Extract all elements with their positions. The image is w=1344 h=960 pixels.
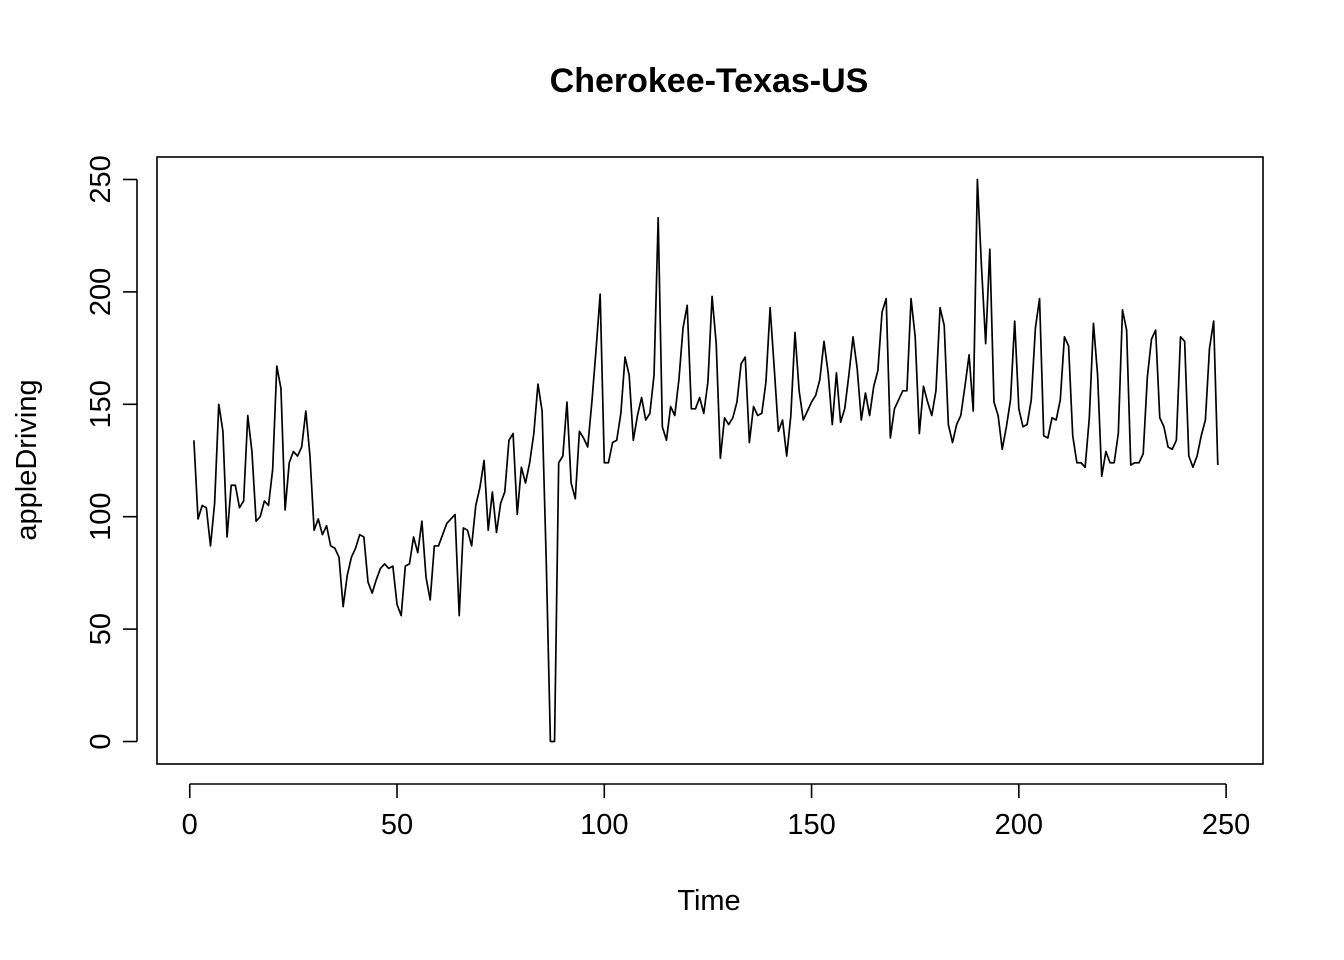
x-tick-label: 250	[1202, 809, 1250, 841]
x-tick-label: 0	[182, 809, 198, 841]
series-line	[193, 178, 1219, 743]
y-axis-label: appleDriving	[11, 379, 43, 540]
y-tick-label: 150	[85, 380, 117, 428]
y-axis: 0 50 100 150 200 250	[85, 155, 138, 750]
y-tick-label: 50	[85, 613, 117, 645]
x-axis: 0 50 100 150 200 250	[182, 783, 1250, 841]
plot-frame	[156, 156, 1264, 765]
x-axis-label: Time	[677, 885, 740, 917]
chart-title: Cherokee-Texas-US	[550, 62, 869, 100]
x-tick-label: 100	[580, 809, 628, 841]
x-tick-label: 50	[381, 809, 413, 841]
x-tick-label: 200	[995, 809, 1043, 841]
x-tick-label: 150	[787, 809, 835, 841]
y-tick-label: 200	[85, 268, 117, 316]
y-tick-label: 100	[85, 493, 117, 541]
y-tick-label: 0	[85, 733, 117, 749]
y-tick-label: 250	[85, 155, 117, 203]
